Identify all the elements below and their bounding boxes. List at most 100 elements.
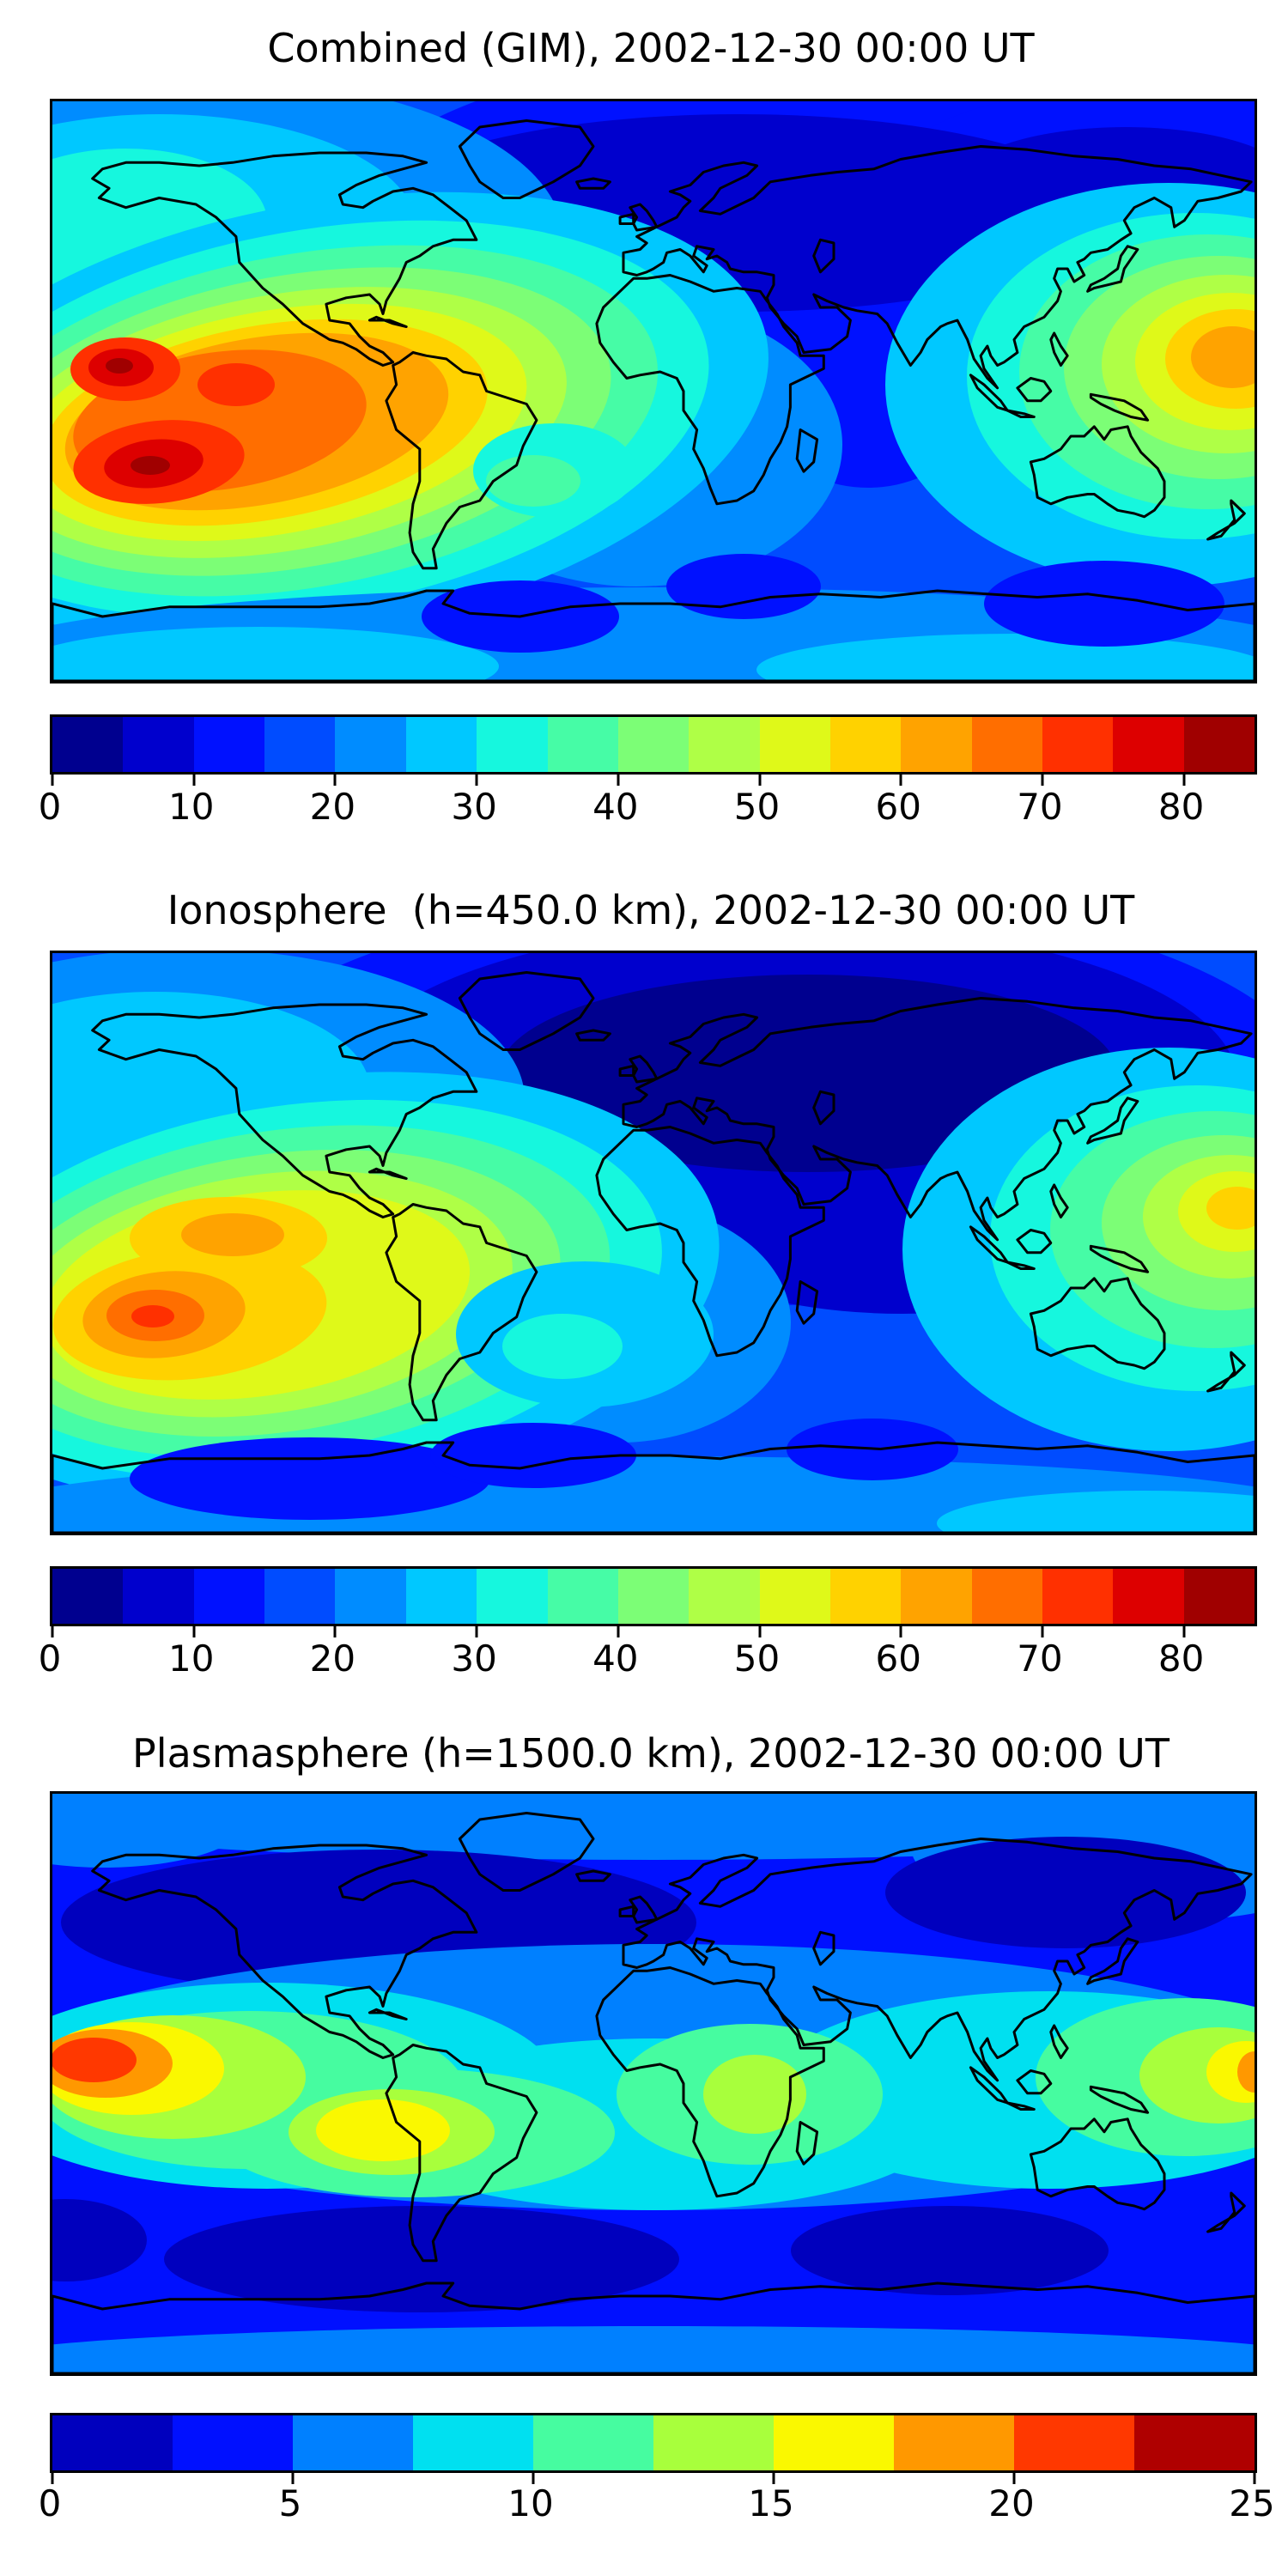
colorbar-labels-ionosphere: 0 10 20 30 40 50 60 70 80 (39, 1635, 1252, 1683)
coastline (575, 1029, 611, 1042)
colorbar-tick-label: 50 (733, 1637, 781, 1680)
colorbar-segment (617, 717, 690, 772)
colorbar-segment (1183, 1569, 1255, 1624)
contour-band (52, 627, 499, 681)
colorbar-tick-label: 70 (1017, 786, 1063, 828)
contour-band (486, 455, 580, 507)
contour-band (131, 456, 170, 475)
contour-band (131, 1305, 174, 1327)
colorbar-segment (689, 1569, 760, 1624)
coastline (595, 274, 825, 506)
coastline (52, 1441, 1255, 1533)
coastline (618, 1905, 635, 1917)
coastline (52, 589, 1255, 681)
colorbar-segment (894, 2415, 1014, 2470)
coastline (1089, 1244, 1150, 1273)
coastline (795, 428, 819, 473)
colorbar-tick (475, 772, 478, 786)
colorbar-segment (1113, 1569, 1184, 1624)
contour-band (52, 2326, 1255, 2373)
panel-title-ionosphere: Ionosphere (h=450.0 km), 2002-12-30 00:0… (167, 887, 1135, 933)
colorbar-tick (475, 1624, 478, 1637)
contour-band (1206, 1187, 1255, 1230)
coastline (622, 997, 1253, 1242)
colorbar-tick-label: 5 (278, 2482, 302, 2524)
colorbar-tick-label: 10 (167, 786, 215, 828)
colorbar-combined (50, 714, 1257, 786)
colorbar-tick-label: 30 (451, 1637, 497, 1680)
coastline (812, 1090, 835, 1126)
colorbar-segment (335, 1569, 406, 1624)
colorbar-tick-label: 50 (733, 786, 781, 828)
coastline (575, 177, 611, 190)
contour-band (52, 1794, 250, 1868)
colorbar-tick (1253, 2470, 1256, 2484)
colorbar-segment (52, 1569, 124, 1624)
colorbar-segment (335, 717, 406, 772)
colorbar-segment (264, 1569, 336, 1624)
coastline (1206, 499, 1246, 541)
colorbar-segment (293, 2415, 413, 2470)
contour-band (984, 561, 1224, 647)
coastline (1016, 2069, 1053, 2095)
coastline (368, 1167, 408, 1180)
contour-band (316, 2099, 450, 2161)
colorbar-tick (1012, 2470, 1016, 2484)
coastline (385, 351, 538, 570)
coastline (1005, 1261, 1036, 1270)
panel-title-plasmasphere: Plasmasphere (h=1500.0 km), 2002-12-30 0… (132, 1730, 1170, 1777)
contour-field-svg (52, 953, 1255, 1533)
colorbar-segment (653, 2415, 774, 2470)
colorbar-tick (532, 2470, 535, 2484)
contour-band (52, 2038, 137, 2082)
colorbar-tick (333, 772, 337, 786)
coastline (618, 1064, 635, 1077)
colorbar-segment (123, 1569, 194, 1624)
colorbar-labels-plasmasphere: 0 5 10 15 20 25 (39, 2480, 1275, 2528)
contour-band (1206, 2041, 1255, 2103)
colorbar-segment (547, 1569, 618, 1624)
contour-band (106, 358, 133, 374)
colorbar-segment (193, 1569, 265, 1624)
colorbar-ionosphere (50, 1566, 1257, 1637)
contour-band (197, 363, 275, 406)
contour-field-svg (52, 1794, 1255, 2373)
coastline (458, 971, 595, 1051)
colorbar-segment (405, 1569, 477, 1624)
colorbar-segment (173, 2415, 293, 2470)
colorbar-tick (291, 2470, 295, 2484)
map-combined (50, 99, 1257, 683)
colorbar-segment (193, 717, 265, 772)
map-plasmasphere (50, 1791, 1257, 2376)
coastline (812, 1930, 835, 1966)
contour-band (1191, 326, 1255, 388)
colorbar-tick-label: 10 (507, 2482, 554, 2524)
contour-band (703, 2055, 806, 2134)
coastline (1005, 2101, 1036, 2111)
colorbar-segment (405, 717, 477, 772)
colorbar-segment (759, 717, 830, 772)
coastline (1029, 425, 1166, 519)
colorbar-tick-label: 20 (988, 2482, 1035, 2524)
coastline (385, 1203, 538, 1422)
colorbar-tick-label: 15 (748, 2482, 794, 2524)
coastline (385, 2044, 538, 2263)
contour-band (791, 2206, 1109, 2295)
coastline (91, 1003, 478, 1218)
colorbar-tick-label: 0 (38, 1637, 62, 1680)
coastline (622, 145, 1253, 390)
colorbar-segment (264, 717, 336, 772)
colorbar-plasmasphere (50, 2413, 1257, 2484)
colorbar-segment (1134, 2415, 1255, 2470)
coastline (795, 2121, 819, 2166)
coastline (1086, 245, 1139, 293)
colorbar-segment (901, 717, 972, 772)
colorbar-segment (413, 2415, 533, 2470)
colorbar-tick (1041, 772, 1044, 786)
colorbar-segment (1113, 717, 1184, 772)
coastline (595, 1966, 825, 2198)
coastline (368, 2008, 408, 2020)
coastline (368, 315, 408, 328)
colorbar-tick (899, 772, 902, 786)
coastline (1016, 1229, 1053, 1255)
